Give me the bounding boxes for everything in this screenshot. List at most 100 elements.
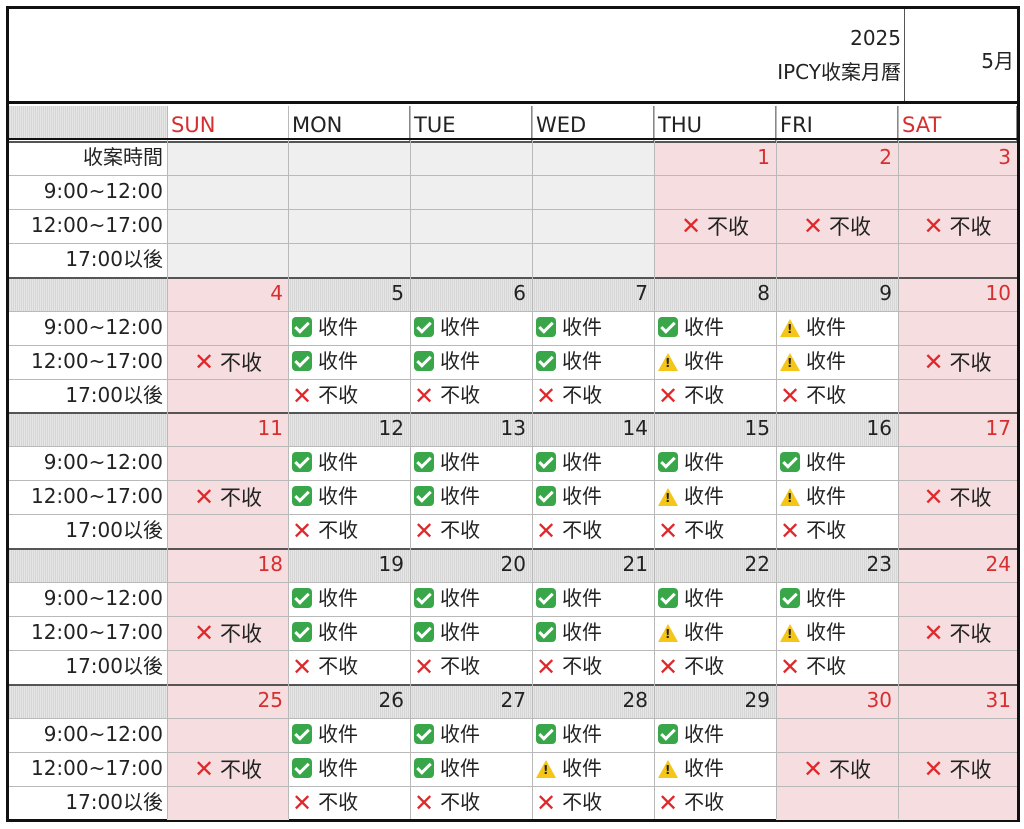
green-check-icon — [414, 452, 434, 472]
time-slot: ✕ 不收 — [776, 650, 898, 683]
status-text: 收件 — [318, 756, 358, 780]
status-text: 不收 — [707, 215, 750, 239]
time-slot: 收件 — [654, 582, 776, 614]
time-slot: 收件 — [654, 616, 776, 648]
header-divider — [9, 101, 1017, 104]
time-heading: 收案時間 — [83, 145, 163, 169]
date-number: 29 — [744, 688, 770, 712]
year-label: 2025 — [850, 26, 901, 50]
status-text: 不收 — [829, 215, 872, 239]
gridline — [9, 175, 1017, 176]
time-slot: ✕ 不收 — [532, 379, 654, 412]
closed-status: ✕ 不收 — [776, 175, 898, 277]
time-label-morning: 9:00~12:00 — [43, 722, 163, 746]
status-text: 收件 — [684, 756, 724, 780]
status-text: 收件 — [806, 586, 846, 610]
date-number: 27 — [500, 688, 526, 712]
gridline — [9, 311, 1017, 312]
date-number: 4 — [270, 281, 283, 305]
gridline — [9, 650, 1017, 651]
status-text: 不收 — [684, 654, 725, 678]
time-slot: 收件 — [532, 616, 654, 648]
date-number: 8 — [757, 281, 770, 305]
status-text: 收件 — [684, 450, 724, 474]
time-label-morning: 9:00~12:00 — [43, 450, 163, 474]
time-slot: ✕ 不收 — [532, 514, 654, 547]
red-cross-icon: ✕ — [414, 789, 435, 817]
date-number: 1 — [757, 145, 770, 169]
status-text: 收件 — [318, 349, 358, 373]
status-text: 收件 — [806, 450, 846, 474]
date-number: 22 — [744, 552, 770, 576]
closed-status: ✕ 不收 — [898, 311, 1017, 413]
warning-icon — [780, 488, 800, 506]
green-check-icon — [536, 486, 556, 506]
green-check-icon — [658, 452, 678, 472]
time-slot: 收件 — [288, 582, 410, 614]
date-row-band — [288, 277, 898, 311]
status-text: 收件 — [562, 315, 602, 339]
gridline-vertical — [410, 106, 411, 819]
status-text: 不收 — [806, 383, 847, 407]
status-text: 收件 — [440, 586, 480, 610]
green-check-icon — [414, 588, 434, 608]
status-text: 不收 — [440, 790, 481, 814]
red-cross-icon: ✕ — [658, 653, 679, 681]
warning-icon — [658, 760, 678, 778]
weekday-mon: MON — [288, 106, 410, 141]
time-slot: 收件 — [776, 582, 898, 614]
time-slot: 收件 — [288, 718, 410, 750]
status-text: 收件 — [684, 586, 724, 610]
date-number: 2 — [879, 145, 892, 169]
time-slot: 收件 — [410, 582, 532, 614]
status-text: 不收 — [440, 383, 481, 407]
status-text: 收件 — [562, 756, 602, 780]
time-slot: ✕ 不收 — [776, 379, 898, 412]
time-slot: 收件 — [654, 718, 776, 750]
time-slot: ✕ 不收 — [288, 514, 410, 547]
time-slot: 收件 — [288, 616, 410, 648]
time-slot: ✕ 不收 — [776, 514, 898, 547]
status-text: 不收 — [562, 654, 603, 678]
green-check-icon — [414, 622, 434, 642]
red-cross-icon: ✕ — [780, 517, 801, 545]
green-check-icon — [536, 351, 556, 371]
red-cross-icon: ✕ — [292, 653, 313, 681]
time-slot: 收件 — [654, 480, 776, 512]
date-number: 19 — [378, 552, 404, 576]
time-slot: 收件 — [288, 345, 410, 377]
time-label-evening: 17:00以後 — [65, 247, 163, 271]
status-text: 收件 — [318, 722, 358, 746]
status-text: 不收 — [220, 351, 263, 375]
red-cross-icon: ✕ — [923, 619, 944, 647]
gridline-vertical — [654, 106, 655, 819]
weekday-tue: TUE — [410, 106, 532, 141]
status-text: 不收 — [562, 518, 603, 542]
status-text: 不收 — [318, 518, 359, 542]
gridline-vertical — [288, 106, 289, 819]
time-slot: 收件 — [532, 345, 654, 377]
status-text: 不收 — [949, 486, 992, 510]
status-text: 不收 — [949, 215, 992, 239]
weekday-sat: SAT — [898, 106, 1017, 141]
closed-status: ✕ 不收 — [898, 446, 1017, 548]
red-cross-icon: ✕ — [680, 212, 702, 240]
status-text: 收件 — [440, 315, 480, 339]
time-label-evening: 17:00以後 — [65, 654, 163, 678]
date-row-band — [288, 548, 898, 582]
time-label-evening: 17:00以後 — [65, 518, 163, 542]
weekday-thu: THU — [654, 106, 776, 141]
time-label-afternoon: 12:00~17:00 — [30, 213, 163, 237]
status-text: 收件 — [318, 484, 358, 508]
time-label-afternoon: 12:00~17:00 — [30, 484, 163, 508]
status-text: 不收 — [684, 383, 725, 407]
closed-status: ✕ 不收 — [167, 311, 289, 413]
red-cross-icon: ✕ — [292, 517, 313, 545]
weekday-sun: SUN — [167, 106, 289, 141]
time-slot: 收件 — [776, 446, 898, 478]
green-check-icon — [536, 724, 556, 744]
week-separator-band — [9, 277, 167, 311]
date-number: 14 — [622, 416, 648, 440]
status-text: 不收 — [220, 758, 263, 782]
green-check-icon — [414, 758, 434, 778]
